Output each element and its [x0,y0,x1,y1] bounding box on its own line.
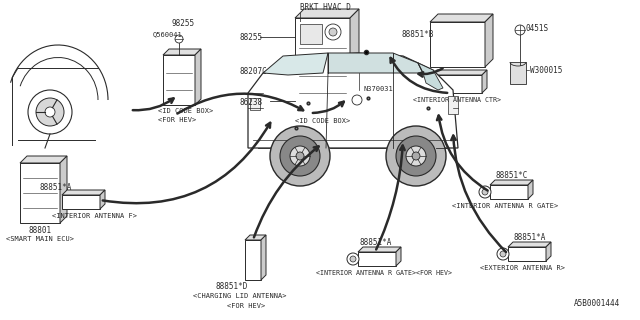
Circle shape [175,35,183,43]
Text: |: | [298,13,303,22]
Text: 88851*B: 88851*B [402,30,435,39]
Polygon shape [358,247,401,252]
Text: N370031: N370031 [363,86,393,92]
Polygon shape [263,53,328,75]
Circle shape [45,107,55,117]
Text: <EXTERIOR ANTENNA R>: <EXTERIOR ANTENNA R> [480,265,565,271]
Polygon shape [396,247,401,266]
Bar [448,96,458,114]
Text: <INTERIOR ANTENNA R GATE>: <INTERIOR ANTENNA R GATE> [452,203,558,209]
Polygon shape [261,235,266,280]
Polygon shape [482,70,487,93]
Text: <ID CODE BOX>: <ID CODE BOX> [296,118,351,124]
Text: <SMART MAIN ECU>: <SMART MAIN ECU> [6,236,74,242]
Circle shape [386,126,446,186]
Circle shape [497,248,509,260]
Polygon shape [418,63,443,90]
Text: 86238: 86238 [240,98,263,107]
Text: BRKT HVAC D: BRKT HVAC D [300,3,351,12]
Circle shape [36,98,64,126]
Circle shape [500,251,506,257]
Bar [432,75,482,93]
Circle shape [396,136,436,176]
Polygon shape [60,156,67,223]
Bar [163,55,195,105]
Polygon shape [430,14,493,22]
Circle shape [280,136,320,176]
Circle shape [325,24,341,40]
Bar [510,62,526,84]
Polygon shape [350,9,359,113]
Text: 0451S: 0451S [525,24,548,33]
Circle shape [296,152,304,160]
Circle shape [28,90,72,134]
Polygon shape [546,242,551,261]
Text: <CHARGING LID ANTENNA>: <CHARGING LID ANTENNA> [193,293,287,299]
Polygon shape [528,180,533,199]
Circle shape [352,95,362,105]
Text: <ID CODE BOX>: <ID CODE BOX> [158,108,213,114]
Bar [300,24,322,44]
Text: 88801: 88801 [28,226,52,235]
Polygon shape [163,49,201,55]
Bar [430,22,485,67]
Polygon shape [195,49,201,105]
Text: Q560041: Q560041 [153,31,183,37]
Circle shape [347,253,359,265]
Text: <INTERIOR ANTENNA F>: <INTERIOR ANTENNA F> [52,213,137,219]
Text: <FOR HEV>: <FOR HEV> [158,117,196,123]
Text: 88207C: 88207C [240,67,268,76]
Bar [508,247,546,261]
Circle shape [482,189,488,195]
Text: 88851*A: 88851*A [360,238,392,247]
Bar [250,98,260,110]
Polygon shape [490,180,533,185]
Polygon shape [20,156,67,163]
Text: <FOR HEV>: <FOR HEV> [227,303,265,309]
Text: 88851*C: 88851*C [495,171,527,180]
Text: <INTERIOR ANTENNA R GATE><FOR HEV>: <INTERIOR ANTENNA R GATE><FOR HEV> [316,270,452,276]
Polygon shape [295,9,359,18]
Polygon shape [485,14,493,67]
Text: 98255: 98255 [171,19,194,28]
Polygon shape [245,235,266,240]
Polygon shape [248,53,458,148]
Bar [245,240,261,280]
Bar [62,195,100,209]
Polygon shape [62,190,105,195]
Polygon shape [508,242,551,247]
Circle shape [350,256,356,262]
Polygon shape [432,70,487,75]
Circle shape [515,25,525,35]
Circle shape [412,152,420,160]
Text: 88255: 88255 [240,33,263,42]
Bar [20,163,60,223]
Bar [490,185,528,199]
Text: 88851*A: 88851*A [40,183,72,192]
Circle shape [479,186,491,198]
Circle shape [290,146,310,166]
Circle shape [270,126,330,186]
Text: <INTERIOR ANTENNA CTR>: <INTERIOR ANTENNA CTR> [413,97,501,103]
Bar [358,252,396,266]
Circle shape [329,28,337,36]
Text: W300015: W300015 [530,66,563,75]
Text: A5B0001444: A5B0001444 [573,299,620,308]
Polygon shape [328,53,423,73]
Bar [295,18,350,113]
Circle shape [406,146,426,166]
Text: 88851*D: 88851*D [215,282,248,291]
Text: 88851*A: 88851*A [513,233,545,242]
Polygon shape [100,190,105,209]
